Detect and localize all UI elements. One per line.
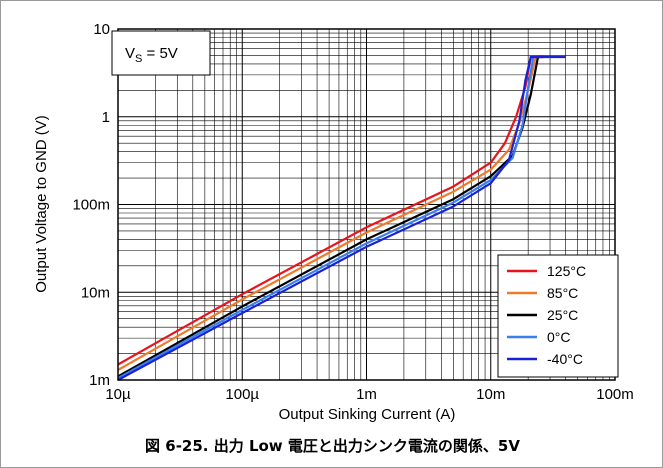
x-axis-title: Output Sinking Current (A) (279, 406, 456, 423)
figure-caption: 図 6-25. 出力 Low 電圧と出力シンク電流の関係、5V (145, 437, 520, 455)
y-tick-label: 10m (81, 284, 110, 301)
vs-annotation: VS = 5V (111, 30, 211, 76)
y-tick-label: 1m (89, 372, 110, 389)
y-axis-title: Output Voltage to GND (V) (33, 115, 50, 293)
legend-label-minus40c: -40°C (547, 351, 583, 367)
x-tick-label: 100m (596, 386, 634, 403)
chart: 10µ 100µ 1m 10m 100m 1m 10m 100m 1 10 VS = 5V 125… (33, 21, 634, 423)
x-tick-label: 10µ (105, 386, 131, 403)
x-tick-label: 10m (476, 386, 505, 403)
series-layer (117, 55, 566, 381)
y-tick-label: 1 (102, 109, 110, 126)
legend-label-0c: 0°C (547, 329, 571, 345)
y-tick-label: 10 (93, 21, 110, 38)
plot-area-border (117, 28, 616, 381)
series-line-minus40c (117, 55, 566, 381)
legend: 125°C 85°C 25°C 0°C -40°C (497, 254, 619, 378)
y-tick-label: 100m (72, 197, 110, 214)
tick-labels: 10µ 100µ 1m 10m 100m 1m 10m 100m 1 10 (72, 21, 633, 403)
legend-label-85c: 85°C (547, 285, 578, 301)
legend-label-125c: 125°C (547, 263, 586, 279)
x-tick-label: 1m (356, 386, 377, 403)
x-tick-label: 100µ (225, 386, 259, 403)
vs-annotation-text: VS = 5V (125, 45, 178, 65)
series-line-25c (117, 55, 545, 378)
series-line-85c (117, 55, 543, 371)
legend-label-25c: 25°C (547, 307, 578, 323)
